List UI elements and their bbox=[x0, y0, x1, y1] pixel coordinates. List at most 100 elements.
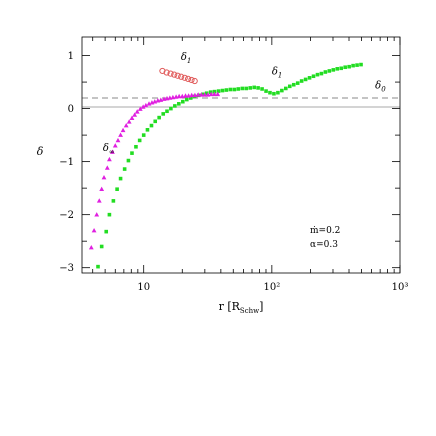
data-point bbox=[167, 70, 174, 77]
data-point bbox=[355, 63, 359, 67]
data-point bbox=[101, 174, 107, 180]
data-point bbox=[178, 73, 185, 80]
data-point bbox=[118, 176, 123, 181]
data-point bbox=[107, 212, 112, 217]
data-point bbox=[132, 112, 138, 117]
data-point bbox=[199, 92, 204, 97]
series-layer bbox=[88, 62, 363, 269]
data-point bbox=[115, 137, 121, 143]
data-point bbox=[216, 89, 221, 93]
data-point bbox=[111, 199, 116, 203]
data-point bbox=[208, 91, 214, 97]
data-point bbox=[96, 264, 100, 269]
data-point bbox=[188, 76, 195, 84]
data-point bbox=[335, 67, 340, 71]
x-tick-label: 10 bbox=[137, 282, 150, 293]
data-point bbox=[284, 86, 288, 91]
data-point bbox=[107, 156, 112, 162]
data-point bbox=[94, 212, 100, 217]
data-point bbox=[351, 63, 355, 68]
data-point bbox=[236, 87, 241, 91]
data-point bbox=[99, 244, 104, 249]
data-point bbox=[228, 87, 233, 92]
data-point bbox=[240, 86, 245, 91]
data-point bbox=[137, 138, 142, 143]
data-point bbox=[181, 74, 188, 81]
curve-label: δ0 bbox=[375, 80, 386, 93]
data-point bbox=[104, 165, 110, 170]
data-point bbox=[339, 66, 344, 71]
data-point bbox=[188, 96, 193, 100]
data-point bbox=[163, 69, 170, 76]
data-point bbox=[280, 88, 284, 93]
data-point bbox=[141, 133, 146, 137]
data-point bbox=[347, 64, 351, 69]
reference-lines bbox=[82, 97, 400, 108]
data-point bbox=[185, 97, 189, 102]
data-point bbox=[189, 92, 195, 98]
series-2 bbox=[96, 62, 363, 269]
data-point bbox=[260, 87, 264, 91]
x-axis-label: r [RSchw] bbox=[219, 300, 264, 315]
data-point bbox=[161, 112, 166, 116]
data-point bbox=[195, 92, 201, 97]
x-axis-label-end: ] bbox=[259, 300, 263, 313]
data-point bbox=[165, 109, 169, 114]
data-point bbox=[276, 90, 280, 95]
data-point bbox=[99, 186, 105, 192]
data-point bbox=[110, 149, 115, 154]
y-tick-label: −2 bbox=[59, 210, 74, 221]
y-axis-label: δ bbox=[37, 145, 44, 158]
data-point bbox=[134, 109, 140, 114]
data-point bbox=[120, 127, 126, 133]
x-tick-label: 10³ bbox=[392, 282, 409, 293]
plot-frame bbox=[81, 36, 401, 274]
curve-label: δ∞ bbox=[103, 143, 115, 156]
data-point bbox=[256, 86, 260, 90]
data-point bbox=[171, 71, 178, 78]
x-axis-label-main: r [R bbox=[219, 300, 241, 313]
data-point bbox=[115, 187, 119, 192]
data-point bbox=[220, 88, 225, 93]
data-point bbox=[208, 90, 213, 94]
data-point bbox=[215, 91, 221, 97]
data-point bbox=[295, 81, 300, 85]
data-point bbox=[137, 106, 143, 111]
data-point bbox=[272, 91, 276, 96]
data-point bbox=[126, 119, 132, 124]
data-point bbox=[91, 227, 97, 233]
data-point bbox=[123, 122, 129, 128]
data-point bbox=[343, 65, 347, 70]
data-point bbox=[181, 99, 185, 104]
data-point bbox=[244, 86, 249, 91]
data-point bbox=[252, 85, 256, 90]
data-point bbox=[129, 115, 135, 120]
curve-label: δ1 bbox=[181, 52, 192, 65]
annotations: ṁ=0.2 α=0.3 bbox=[310, 226, 340, 250]
data-point bbox=[174, 72, 181, 79]
data-point bbox=[140, 104, 146, 109]
data-point bbox=[112, 143, 118, 148]
curve-label: δ1 bbox=[272, 67, 283, 80]
data-point bbox=[176, 93, 182, 99]
annotation: α=0.3 bbox=[310, 240, 338, 250]
y-tick-label: −3 bbox=[59, 263, 74, 274]
curve-labels: δ1 δ1 δ0 δ∞ bbox=[103, 52, 386, 156]
data-point bbox=[183, 93, 188, 98]
data-point bbox=[96, 198, 102, 203]
data-point bbox=[299, 79, 304, 83]
data-point bbox=[88, 244, 94, 250]
series-1 bbox=[159, 67, 198, 85]
data-point bbox=[104, 229, 109, 234]
data-point bbox=[319, 71, 324, 76]
y-tick-label: −1 bbox=[59, 157, 74, 168]
data-point bbox=[211, 91, 217, 97]
data-point bbox=[122, 167, 127, 171]
data-point bbox=[248, 86, 253, 90]
data-point bbox=[311, 74, 316, 79]
y-tick-label: 1 bbox=[68, 51, 74, 62]
data-point bbox=[134, 144, 138, 149]
data-point bbox=[126, 158, 131, 163]
